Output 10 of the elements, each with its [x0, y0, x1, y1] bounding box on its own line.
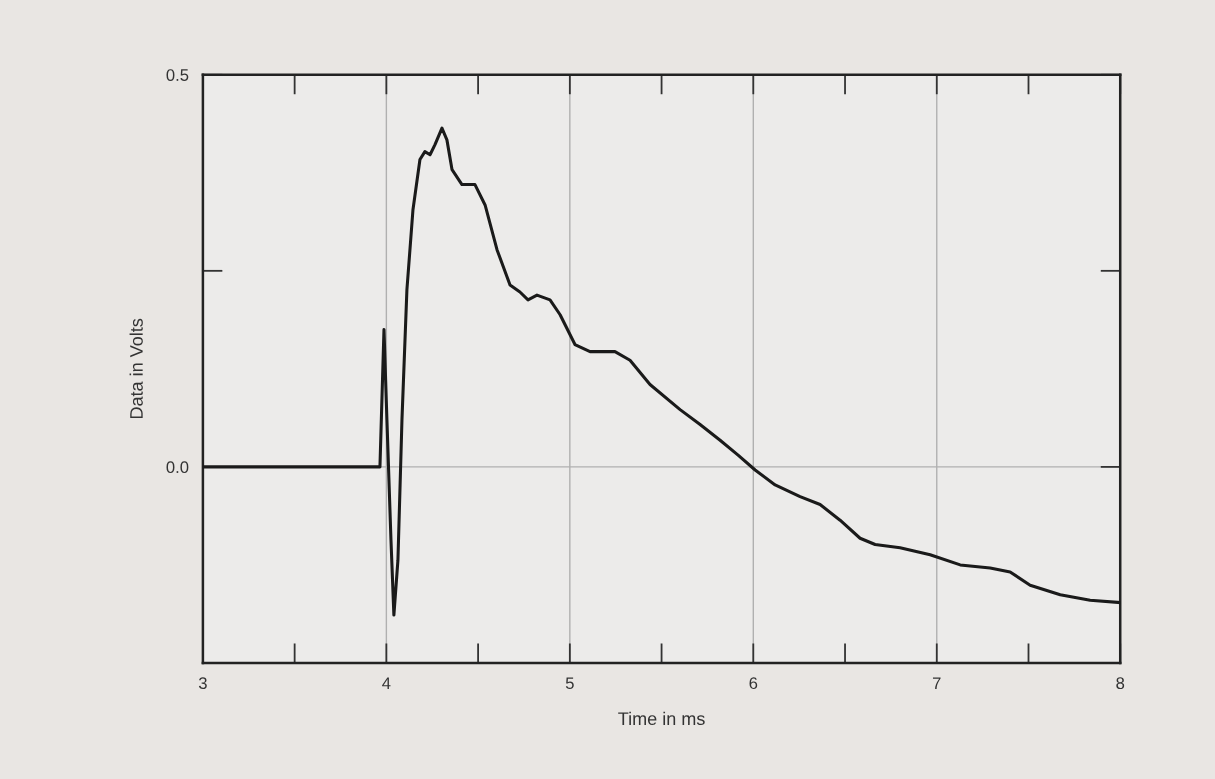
y-axis-title: Data in Volts: [129, 318, 143, 419]
x-tick-label: 3: [198, 677, 207, 690]
y-tick-label: 0.0: [166, 461, 189, 474]
x-tick-label: 7: [932, 677, 941, 689]
x-tick-label: 4: [382, 677, 391, 689]
x-axis-title: Time in ms: [618, 711, 705, 726]
x-tick-label: 6: [749, 677, 758, 690]
x-tick-label: 8: [1116, 677, 1125, 690]
x-tick-label: 5: [565, 677, 574, 690]
y-tick-label: 0.5: [166, 69, 189, 81]
